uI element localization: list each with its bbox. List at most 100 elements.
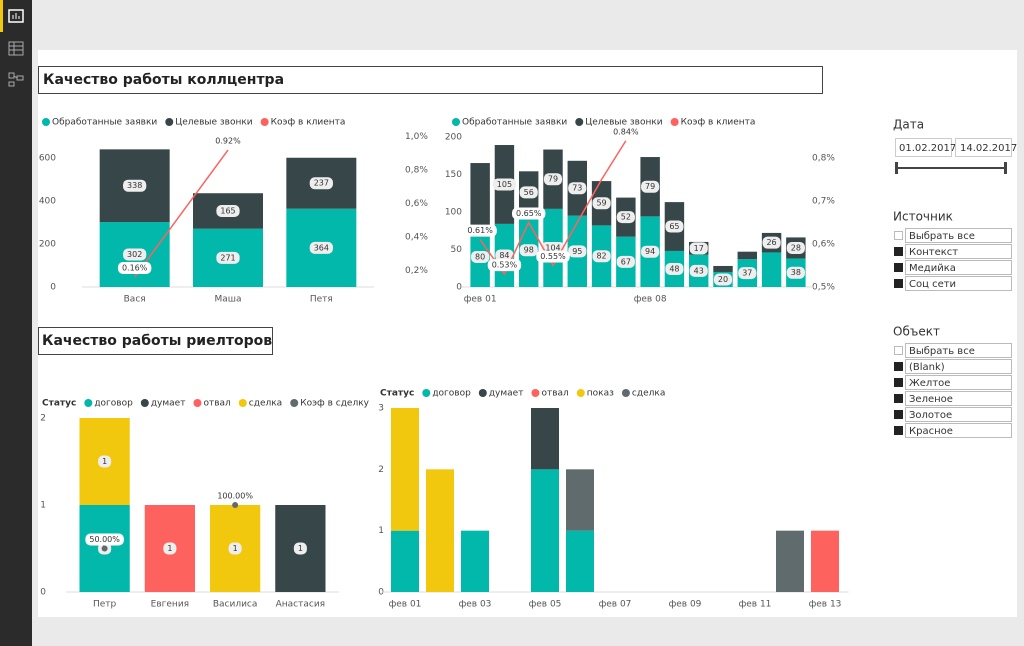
data-label: 0.55% — [540, 252, 566, 261]
date-input[interactable] — [895, 138, 952, 157]
date-input[interactable] — [955, 138, 1012, 157]
data-label-bg — [786, 241, 805, 254]
legend-title: Статус — [380, 389, 414, 399]
date-value: 14.02.2017 — [960, 143, 1017, 154]
checkbox — [894, 426, 903, 435]
data-label-bg — [487, 259, 522, 272]
data-label-bg — [592, 197, 611, 210]
legend-marker — [621, 389, 630, 397]
legend-label: показ — [587, 389, 614, 399]
legend-label: Обработанные заявки — [462, 118, 567, 128]
bar-segment — [461, 530, 489, 592]
data-label-bg — [117, 261, 152, 274]
legend-title: Статус — [42, 399, 76, 409]
x-tick-label: Петр — [93, 600, 117, 610]
data-label: 105 — [497, 180, 512, 189]
x-tick-label: фев 08 — [634, 295, 667, 305]
data-label: 84 — [499, 251, 509, 260]
line-series — [479, 140, 627, 276]
x-tick-label: фев 09 — [669, 600, 702, 610]
data-label: 65 — [669, 222, 679, 231]
y-tick-label: 0 — [40, 588, 46, 598]
slicer-item-box[interactable] — [905, 260, 1012, 275]
active-indicator — [0, 0, 3, 32]
report-view-icon[interactable] — [8, 9, 24, 23]
data-label-bg — [512, 207, 546, 220]
data-label-bg — [463, 224, 497, 237]
slicer-item-box[interactable] — [905, 391, 1012, 406]
data-label-bg — [543, 173, 563, 186]
select-all-checkbox — [894, 346, 903, 355]
data-label: 1 — [167, 544, 172, 553]
x-tick-label: Анастасия — [276, 600, 325, 610]
slicer-item: Контекст — [909, 247, 958, 258]
bar-segment — [566, 469, 594, 531]
bar-segment — [391, 530, 419, 592]
checkbox — [894, 362, 903, 371]
y-tick-label: 50 — [451, 245, 463, 255]
legend-label: отвал — [203, 399, 230, 409]
data-label-bg — [609, 125, 643, 138]
legend-marker — [260, 118, 269, 126]
data-label-bg — [216, 204, 240, 217]
bar-segment — [761, 252, 782, 287]
data-label: 43 — [694, 266, 704, 275]
y-tick-label: 400 — [39, 196, 56, 206]
legend-marker — [422, 389, 431, 397]
data-label-bg — [495, 249, 514, 262]
slicer-item-box[interactable] — [905, 375, 1012, 390]
line-series — [134, 149, 229, 278]
data-label: 82 — [596, 252, 606, 261]
bar-segment — [737, 251, 757, 260]
data-label: 271 — [220, 253, 235, 262]
slicer-title: Источник — [893, 210, 953, 224]
data-view-icon[interactable] — [8, 41, 24, 56]
data-label-bg — [641, 245, 660, 258]
slider-handle[interactable] — [895, 162, 898, 174]
y-tick-label: 0 — [50, 283, 56, 293]
data-label: 37 — [742, 269, 752, 278]
slicer-item-box[interactable] — [905, 228, 1012, 243]
slicer-title: Дата — [893, 118, 924, 132]
section-box — [38, 327, 273, 355]
data-label: 104 — [545, 243, 560, 252]
legend-marker — [576, 389, 585, 397]
slicer-item-box[interactable] — [905, 359, 1012, 374]
data-label-bg — [123, 248, 147, 261]
legend-label: Коэф в клиента — [271, 118, 346, 128]
x-tick-label: Евгения — [151, 600, 189, 610]
y2-tick-label: 0,7% — [812, 196, 835, 206]
x-tick-label: Вася — [124, 295, 146, 305]
x-tick-label: Маша — [214, 295, 241, 305]
x-tick-label: фев 01 — [464, 295, 497, 305]
slicer-item-box[interactable] — [905, 407, 1012, 422]
line-marker — [101, 545, 108, 552]
y2-tick-label: 0,6% — [812, 239, 835, 249]
y-tick-label: 0 — [378, 588, 384, 598]
checkbox — [894, 394, 903, 403]
bar-segment — [391, 408, 419, 531]
section-title: Качество работы риелторов — [42, 333, 272, 349]
data-label: 50.00% — [89, 535, 120, 544]
slicer-item-box[interactable] — [905, 244, 1012, 259]
data-label: 59 — [596, 199, 606, 208]
data-label-bg — [665, 262, 684, 275]
slicer-item-box[interactable] — [905, 423, 1012, 438]
line-marker — [232, 502, 239, 508]
bar-segment — [776, 530, 804, 592]
data-label: 100.00% — [217, 492, 253, 501]
slicer-item-box[interactable] — [905, 276, 1012, 291]
model-view-icon[interactable] — [8, 72, 24, 87]
legend-marker — [290, 399, 299, 407]
legend-marker — [84, 399, 93, 407]
bar-segment — [713, 265, 733, 272]
slicer-item-box[interactable] — [905, 343, 1012, 358]
data-label: 28 — [791, 243, 801, 252]
data-label-bg — [85, 533, 124, 546]
slider-handle[interactable] — [1004, 162, 1007, 174]
legend-marker — [165, 118, 174, 126]
data-label-bg — [641, 180, 660, 193]
data-label-bg — [228, 542, 242, 555]
legend-label: Коэф в сделку — [300, 399, 369, 409]
